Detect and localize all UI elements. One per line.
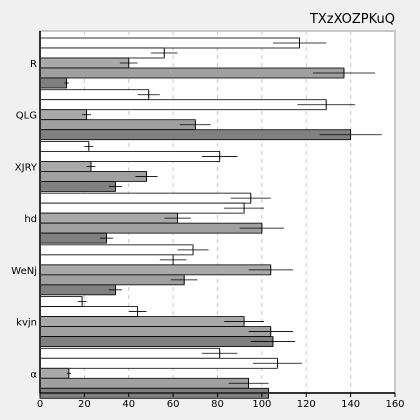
bar <box>39 284 116 296</box>
bar <box>39 274 185 286</box>
y-labels: R QLG XJRY hd WeNj kvjn α <box>11 59 38 380</box>
bar <box>39 37 300 49</box>
bar <box>39 57 130 69</box>
x-tick-label: 40 <box>122 399 135 410</box>
bar <box>39 222 263 234</box>
bar <box>39 161 92 172</box>
x-tick-label: 0 <box>37 399 43 410</box>
bar <box>39 99 327 111</box>
bar <box>39 316 245 327</box>
bar <box>39 129 352 141</box>
category-label: α <box>30 369 37 380</box>
x-tick-label: 80 <box>211 399 224 410</box>
bar <box>39 171 147 182</box>
bar <box>39 192 252 204</box>
bar <box>39 264 272 276</box>
x-ticks: 0 20 40 60 80 100 120 140 160 <box>37 393 405 410</box>
bar <box>39 77 68 89</box>
bar <box>39 377 249 389</box>
bar <box>39 89 150 101</box>
bar <box>39 367 70 379</box>
category-label: R <box>30 59 37 70</box>
x-tick-label: 140 <box>341 399 360 410</box>
bar <box>39 232 107 244</box>
bar <box>39 181 116 192</box>
x-tick-label: 120 <box>297 399 316 410</box>
bar <box>39 244 194 256</box>
bar <box>39 347 221 359</box>
bar <box>39 296 83 307</box>
x-tick-label: 160 <box>385 399 404 410</box>
bar <box>39 119 196 131</box>
bar <box>39 67 345 79</box>
category-label: XJRY <box>15 162 38 173</box>
x-tick-label: 20 <box>78 399 91 410</box>
category-label: hd <box>24 214 37 225</box>
x-tick-label: 60 <box>167 399 180 410</box>
bar <box>39 306 139 317</box>
bar <box>39 336 274 347</box>
bars <box>39 37 352 399</box>
category-label: QLG <box>16 111 37 122</box>
bar <box>39 141 90 152</box>
chart-title: TXzXOZPKuQ <box>309 12 395 27</box>
x-tick-label: 100 <box>252 399 271 410</box>
bar <box>39 254 174 266</box>
bar <box>39 326 272 337</box>
bar <box>39 47 165 59</box>
category-label: kvjn <box>16 318 37 329</box>
bar <box>39 151 221 162</box>
bar <box>39 202 245 214</box>
bar <box>39 212 178 224</box>
category-label: WeNj <box>11 266 37 277</box>
bar <box>39 109 87 121</box>
bar <box>39 357 278 369</box>
